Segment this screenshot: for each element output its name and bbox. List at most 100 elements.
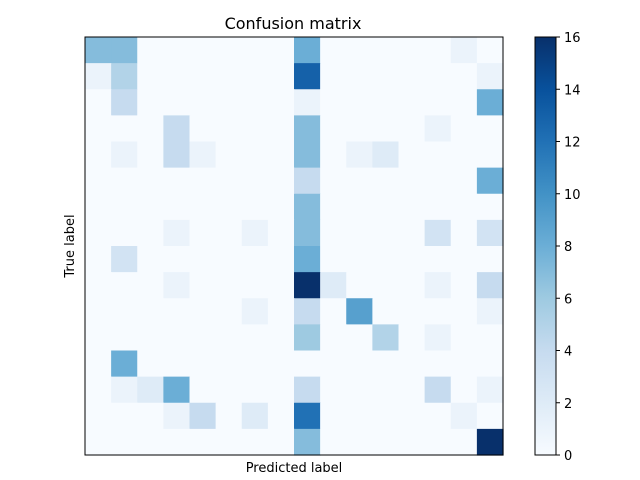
heatmap-cell [346,63,373,90]
heatmap-cell [450,141,478,169]
heatmap-cell [320,167,347,195]
heatmap-cell [85,89,112,116]
heatmap-cell [450,272,478,299]
heatmap-cell [476,219,504,247]
heatmap-cell [476,141,504,169]
heatmap-cell [424,428,452,456]
heatmap-cell [189,115,217,143]
heatmap-cell [476,272,504,299]
heatmap-cell [424,298,452,325]
heatmap-cell [267,402,295,430]
heatmap-cell [346,219,373,247]
heatmap-cell [111,167,138,195]
heatmap-cell [372,193,400,221]
heatmap-cell [163,89,191,116]
heatmap-cell [137,63,164,90]
heatmap-cell [294,402,321,430]
heatmap-cell [346,193,373,221]
heatmap-cell [320,193,347,221]
heatmap-cell [137,193,164,221]
heatmap-cell [346,167,373,195]
heatmap-cell [189,402,217,430]
heatmap-cell [372,376,400,404]
heatmap-cell [241,193,269,221]
heatmap-cell [111,298,138,325]
heatmap-cell [424,89,452,116]
heatmap-cell [320,298,347,325]
heatmap-cell [163,376,191,404]
heatmap-cell [398,167,426,195]
heatmap-cell [398,37,426,64]
heatmap-cell [476,246,504,273]
heatmap-cell [398,89,426,116]
heatmap-cell [320,428,347,456]
heatmap-cell [424,402,452,430]
heatmap-cell [267,141,295,169]
heatmap-cell [137,428,164,456]
heatmap-cell [372,402,400,430]
heatmap-cell [215,376,243,404]
heatmap-cell [320,89,347,116]
colorbar-tick-label: 10 [564,188,581,203]
heatmap-cell [241,219,269,247]
heatmap-cell [424,115,452,143]
heatmap-cell [424,141,452,169]
heatmap-cell [85,324,112,352]
heatmap-cell [450,298,478,325]
heatmap-cell [476,376,504,404]
heatmap-cell [424,219,452,247]
colorbar-tick-label: 8 [564,240,572,255]
heatmap-cell [320,63,347,90]
heatmap-cell [294,63,321,90]
colorbar-tick-label: 14 [564,83,581,98]
heatmap-cell [189,324,217,352]
heatmap-cell [267,89,295,116]
heatmap-cell [476,167,504,195]
heatmap-cell [476,350,504,378]
heatmap-cell [398,246,426,273]
heatmap-cell [294,141,321,169]
heatmap-cell [137,167,164,195]
heatmap-cell [137,246,164,273]
heatmap-cell [320,402,347,430]
heatmap-cell [163,63,191,90]
heatmap-cell [476,193,504,221]
heatmap-cell [424,376,452,404]
heatmap-cell [163,115,191,143]
plot-frame [84,36,504,456]
heatmap-cell [215,324,243,352]
heatmap-cell [372,219,400,247]
heatmap-cell [294,89,321,116]
heatmap-cell [346,246,373,273]
heatmap-cell [163,350,191,378]
heatmap-cell [450,246,478,273]
heatmap-cell [163,246,191,273]
heatmap-cell [346,376,373,404]
heatmap-cell [267,37,295,64]
heatmap-cell [137,115,164,143]
heatmap-cell [137,350,164,378]
heatmap-cell [320,324,347,352]
heatmap-cell [189,350,217,378]
heatmap-cell [189,219,217,247]
heatmap-cell [320,141,347,169]
heatmap-cells [85,37,504,456]
heatmap-cell [215,193,243,221]
colorbar-tick-label: 6 [564,292,572,307]
heatmap-cell [450,193,478,221]
heatmap-cell [111,428,138,456]
heatmap-cell [372,37,400,64]
heatmap-cell [85,402,112,430]
heatmap-cell [85,428,112,456]
heatmap-cell [215,272,243,299]
heatmap-cell [163,37,191,64]
heatmap-cell [189,193,217,221]
heatmap-cell [215,402,243,430]
heatmap-cell [398,272,426,299]
heatmap-cell [137,37,164,64]
heatmap-cell [267,272,295,299]
heatmap-cell [294,350,321,378]
heatmap-cell [346,115,373,143]
heatmap-cell [189,37,217,64]
heatmap-cell [424,37,452,64]
